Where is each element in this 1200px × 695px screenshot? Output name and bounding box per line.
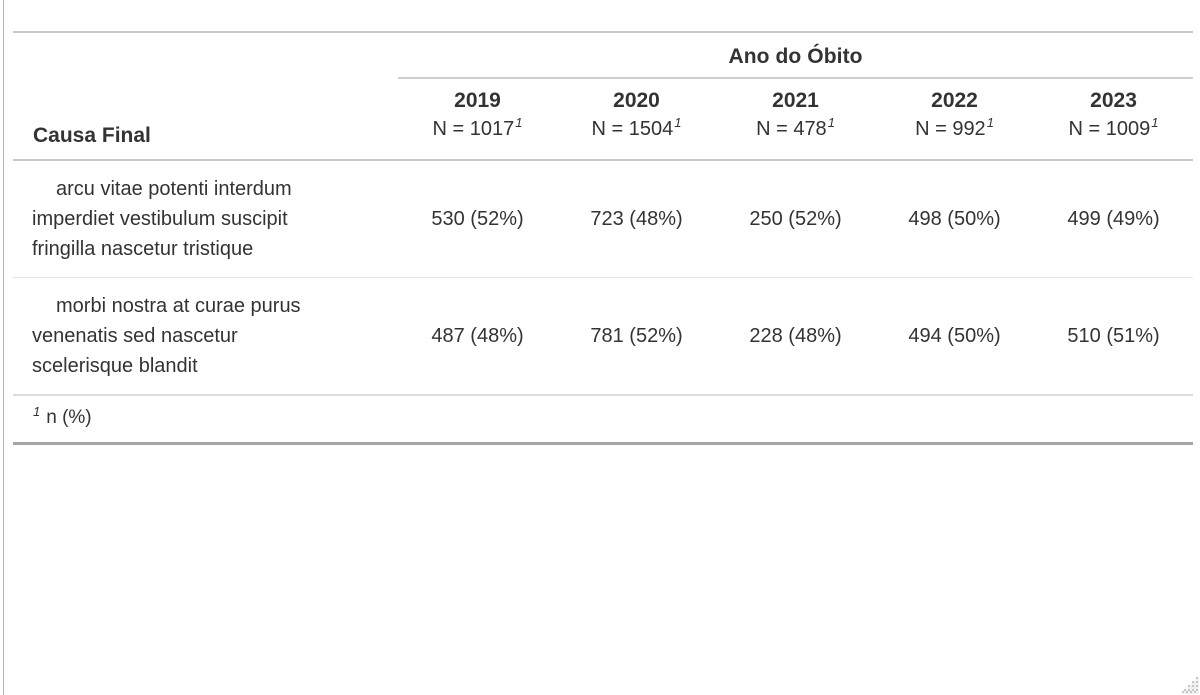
n-label: N = 10091 <box>1068 115 1159 140</box>
viewer-pane-left-border <box>3 0 4 695</box>
year-label: 2022 <box>931 89 978 112</box>
column-spanner-label: Ano do Óbito <box>398 32 1194 79</box>
row-label: morbi nostra at curae purus venenatis se… <box>13 277 398 395</box>
footnote-mark: 1 <box>674 115 682 131</box>
column-header-2022: 2022 N = 9921 <box>875 78 1034 161</box>
n-label: N = 10171 <box>432 115 523 140</box>
footnote-mark: 1 <box>827 115 835 131</box>
footnote: 1 n (%) <box>13 394 1194 444</box>
year-label: 2021 <box>772 89 819 112</box>
stub-header: Causa Final <box>13 78 398 161</box>
stat-cell: 781 (52%) <box>557 277 716 395</box>
year-label: 2023 <box>1090 89 1137 112</box>
n-label: N = 4781 <box>756 115 835 140</box>
stat-cell: 530 (52%) <box>431 208 524 230</box>
year-label: 2020 <box>613 89 660 112</box>
column-header-2020: 2020 N = 15041 <box>557 78 716 161</box>
footnote-row: 1 n (%) <box>13 394 1194 444</box>
spanner-row: Ano do Óbito <box>13 32 1194 79</box>
stat-cell: 510 (51%) <box>1034 277 1194 395</box>
stat-cell: 228 (48%) <box>716 277 875 395</box>
column-header-2021: 2021 N = 4781 <box>716 78 875 161</box>
year-label: 2019 <box>454 89 501 112</box>
column-header-2019: 2019 N = 10171 <box>398 78 557 161</box>
spanner-gap-cell <box>13 32 398 78</box>
stat-cell: 723 (48%) <box>590 208 683 230</box>
footnote-mark: 1 <box>515 115 523 131</box>
stat-cell: 250 (52%) <box>749 208 842 230</box>
column-header-2023: 2023 N = 10091 <box>1034 78 1194 161</box>
table-row: arcu vitae potenti interdum imperdiet ve… <box>13 160 1193 278</box>
resize-grip-icon[interactable] <box>1181 676 1199 694</box>
stat-cell: 499 (49%) <box>1067 208 1160 230</box>
stat-cell: 498 (50%) <box>908 208 1001 230</box>
row-label: arcu vitae potenti interdum imperdiet ve… <box>32 178 292 260</box>
table-row: morbi nostra at curae purus venenatis se… <box>13 277 1194 395</box>
footnote-mark: 1 <box>33 403 41 419</box>
footnote-text: n (%) <box>46 407 92 428</box>
stat-cell: 494 (50%) <box>875 277 1034 395</box>
n-label: N = 9921 <box>915 115 994 140</box>
footnote-mark: 1 <box>1151 115 1159 131</box>
stat-cell: 487 (48%) <box>398 277 557 395</box>
n-label: N = 15041 <box>591 115 682 140</box>
summary-table: Ano do Óbito Causa Final 2019 N = 10171 … <box>13 31 1194 445</box>
column-header-row: Causa Final 2019 N = 10171 2020 N = 1504… <box>13 78 1194 161</box>
footnote-mark: 1 <box>986 115 994 131</box>
